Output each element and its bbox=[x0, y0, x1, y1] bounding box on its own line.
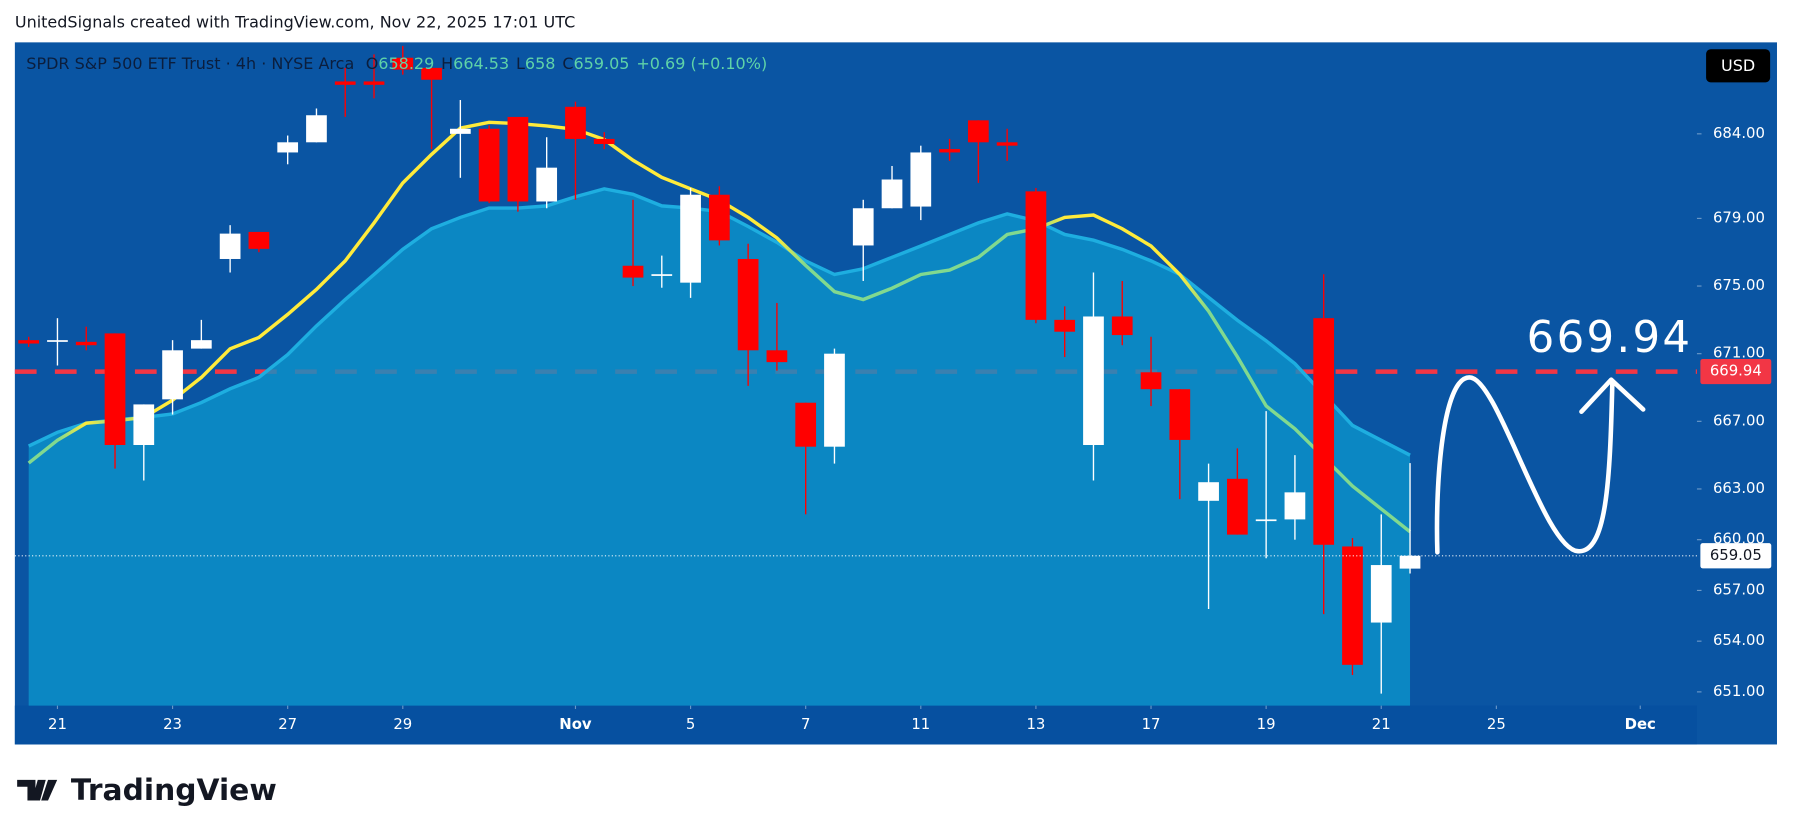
brand-logo: TradingView bbox=[17, 773, 277, 808]
candle-body bbox=[1198, 482, 1219, 501]
candle-body bbox=[1313, 318, 1335, 545]
x-tick-label: 13 bbox=[1026, 715, 1045, 733]
x-tick-label: 5 bbox=[686, 715, 695, 733]
candle-body bbox=[1399, 555, 1421, 569]
candle-body bbox=[651, 274, 673, 276]
currency-label: USD bbox=[1721, 56, 1755, 75]
candle-body bbox=[1370, 565, 1392, 623]
candle-body bbox=[392, 57, 414, 70]
candle-body bbox=[18, 340, 40, 344]
candle-body bbox=[852, 208, 874, 246]
x-tick-label: Dec bbox=[1625, 715, 1656, 733]
candle-body bbox=[1169, 389, 1191, 440]
legend-key: C bbox=[562, 54, 573, 73]
candle-body bbox=[1111, 316, 1133, 336]
legend-value: 658.29 bbox=[378, 54, 434, 73]
candle-body bbox=[680, 194, 701, 283]
candle-body bbox=[421, 67, 442, 80]
candle-body bbox=[507, 116, 529, 202]
time-axis bbox=[14, 705, 1697, 745]
brand-name: TradingView bbox=[71, 773, 277, 808]
target-tag-label: 669.94 bbox=[1710, 362, 1762, 380]
candle-body bbox=[708, 194, 730, 241]
last-price-tag-label: 659.05 bbox=[1710, 546, 1762, 564]
x-tick-label: 21 bbox=[48, 715, 67, 733]
legend-value: 659.05 bbox=[574, 54, 630, 73]
x-tick-label: 23 bbox=[163, 715, 182, 733]
legend-key: O bbox=[366, 54, 379, 73]
legend-change: +0.69 (+0.10%) bbox=[636, 54, 767, 73]
last-price-tag bbox=[1700, 543, 1772, 569]
candle-body bbox=[449, 128, 471, 134]
candle-body bbox=[1255, 519, 1277, 522]
legend-key: L bbox=[516, 54, 525, 73]
candle-body bbox=[277, 142, 299, 153]
x-tick-label: 7 bbox=[801, 715, 810, 733]
x-tick-label: 11 bbox=[911, 715, 930, 733]
candle-body bbox=[75, 341, 97, 346]
candle-body bbox=[248, 231, 270, 249]
candle-body bbox=[939, 149, 960, 153]
candle-body bbox=[536, 167, 558, 202]
candle-body bbox=[565, 106, 586, 139]
candle-body bbox=[162, 350, 183, 400]
x-tick-label: 29 bbox=[393, 715, 412, 733]
legend-value: 658 bbox=[525, 54, 556, 73]
x-tick-label: 25 bbox=[1487, 715, 1506, 733]
legend: SPDR S&P 500 ETF Trust · 4h · NYSE Arca O… bbox=[26, 54, 767, 73]
candle-body bbox=[593, 138, 615, 144]
projection-curve bbox=[1434, 375, 1615, 555]
plot: 651.00654.00657.00660.00663.00667.00671.… bbox=[14, 45, 1772, 733]
candle-body bbox=[133, 404, 155, 445]
candle-body bbox=[795, 402, 817, 447]
attribution: UnitedSignals created with TradingView.c… bbox=[15, 12, 575, 31]
candle-body bbox=[1025, 191, 1047, 320]
y-tick-label: 675.00 bbox=[1713, 276, 1765, 294]
target-tag bbox=[1700, 359, 1772, 385]
candle-body bbox=[881, 179, 903, 209]
target-annotation: 669.94 bbox=[1527, 313, 1693, 363]
candle-body bbox=[190, 340, 212, 349]
y-tick-label: 663.00 bbox=[1713, 479, 1765, 497]
candle-body bbox=[1226, 478, 1248, 535]
candle-body bbox=[967, 120, 989, 143]
legend-value: 664.53 bbox=[453, 54, 509, 73]
y-tick-label: 657.00 bbox=[1713, 580, 1765, 598]
candle-body bbox=[1054, 319, 1076, 332]
candle-body bbox=[622, 265, 644, 278]
legend-title: SPDR S&P 500 ETF Trust · 4h · NYSE Arca bbox=[26, 54, 354, 73]
y-tick-label: 651.00 bbox=[1713, 682, 1765, 700]
legend-key: H bbox=[441, 54, 453, 73]
candle-body bbox=[766, 350, 788, 363]
x-tick-label: 27 bbox=[278, 715, 297, 733]
candle-body bbox=[478, 128, 500, 202]
y-tick-label: 671.00 bbox=[1713, 344, 1765, 362]
candle-body bbox=[104, 333, 126, 445]
candle-body bbox=[1140, 372, 1162, 390]
x-tick-label: 19 bbox=[1257, 715, 1276, 733]
y-tick-label: 679.00 bbox=[1713, 208, 1765, 226]
candle-body bbox=[824, 353, 845, 447]
currency-button bbox=[1706, 49, 1771, 83]
candle-body bbox=[1342, 546, 1363, 665]
x-tick-label: Nov bbox=[559, 715, 592, 733]
logo-icon bbox=[17, 779, 58, 801]
candle-body bbox=[996, 142, 1018, 146]
candle-body bbox=[1083, 316, 1104, 445]
candle-body bbox=[363, 81, 385, 85]
y-tick-label: 667.00 bbox=[1713, 411, 1765, 429]
candle-body bbox=[47, 340, 68, 342]
x-tick-label: 21 bbox=[1372, 715, 1391, 733]
candle-body bbox=[910, 152, 932, 207]
candle-body bbox=[737, 258, 759, 351]
candle-body bbox=[334, 81, 356, 85]
x-tick-label: 17 bbox=[1142, 715, 1161, 733]
y-tick-label: 684.00 bbox=[1713, 124, 1765, 142]
candle-body bbox=[219, 233, 241, 259]
y-tick-label: 654.00 bbox=[1713, 631, 1765, 649]
candle-body bbox=[1284, 492, 1306, 520]
candle-body bbox=[306, 115, 327, 143]
projection-arrow bbox=[1579, 377, 1646, 414]
